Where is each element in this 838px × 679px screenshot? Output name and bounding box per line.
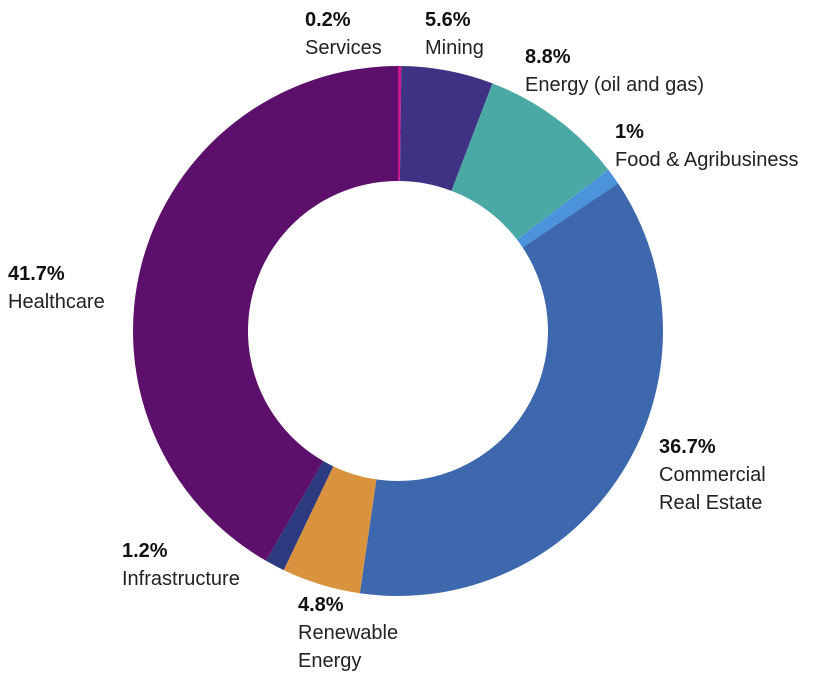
category-label: Food & Agribusiness	[615, 149, 799, 171]
slice	[265, 461, 334, 571]
value-label: 5.6%	[425, 9, 471, 31]
value-label: 1.2%	[122, 540, 168, 562]
value-label: 4.8%	[298, 594, 344, 616]
category-label: Services	[305, 37, 382, 59]
slice-label: 1% Food & Agribusiness	[615, 118, 838, 174]
value-label: 0.2%	[305, 9, 351, 31]
slice	[398, 66, 402, 182]
category-label: Renewable Energy	[298, 622, 399, 672]
slice-label: 5.6% Mining	[425, 6, 535, 62]
slice-label: 4.8% Renewable Energy	[298, 591, 418, 675]
slice-label: 41.7% Healthcare	[8, 260, 148, 316]
slice	[451, 83, 609, 240]
slice-label: 36.7% Commercial Real Estate	[659, 433, 799, 517]
category-label: Mining	[425, 37, 484, 59]
value-label: 41.7%	[8, 263, 65, 285]
category-label: Commercial Real Estate	[659, 464, 766, 514]
slice	[359, 183, 664, 596]
value-label: 1%	[615, 121, 644, 143]
slice	[517, 169, 619, 248]
slice-label: 8.8% Energy (oil and gas)	[525, 43, 785, 99]
slice	[399, 66, 493, 191]
slice-label: 0.2% Services	[305, 6, 415, 62]
slice	[133, 66, 398, 561]
slice-label: 1.2% Infrastructure	[122, 537, 282, 593]
category-label: Healthcare	[8, 291, 105, 313]
slice	[283, 466, 377, 594]
category-label: Infrastructure	[122, 568, 240, 590]
value-label: 36.7%	[659, 436, 716, 458]
value-label: 8.8%	[525, 46, 571, 68]
category-label: Energy (oil and gas)	[525, 74, 704, 96]
